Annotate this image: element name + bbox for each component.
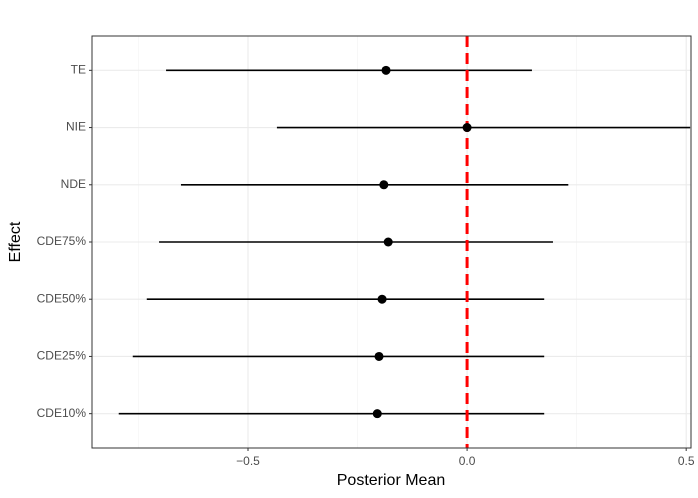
x-tick-label: 0.5	[678, 454, 695, 468]
y-axis-title: Effect	[7, 221, 24, 262]
y-tick-label: CDE10%	[37, 406, 87, 420]
point	[374, 351, 384, 361]
point	[377, 294, 387, 304]
x-axis-title: Posterior Mean	[337, 472, 446, 489]
panel-border	[91, 35, 692, 449]
point	[372, 409, 382, 419]
x-tick-label: 0.0	[459, 454, 476, 468]
y-tick-label: CDE50%	[37, 291, 87, 305]
point	[381, 65, 391, 75]
y-tick-label: CDE75%	[37, 234, 87, 248]
x-tick-label: −0.5	[236, 454, 260, 468]
point	[379, 180, 389, 190]
y-tick-label: NIE	[66, 120, 86, 134]
point	[383, 237, 393, 247]
point	[462, 123, 472, 133]
y-tick-label: TE	[71, 63, 86, 77]
y-tick-label: CDE25%	[37, 349, 87, 363]
y-tick-label: NDE	[61, 177, 86, 191]
